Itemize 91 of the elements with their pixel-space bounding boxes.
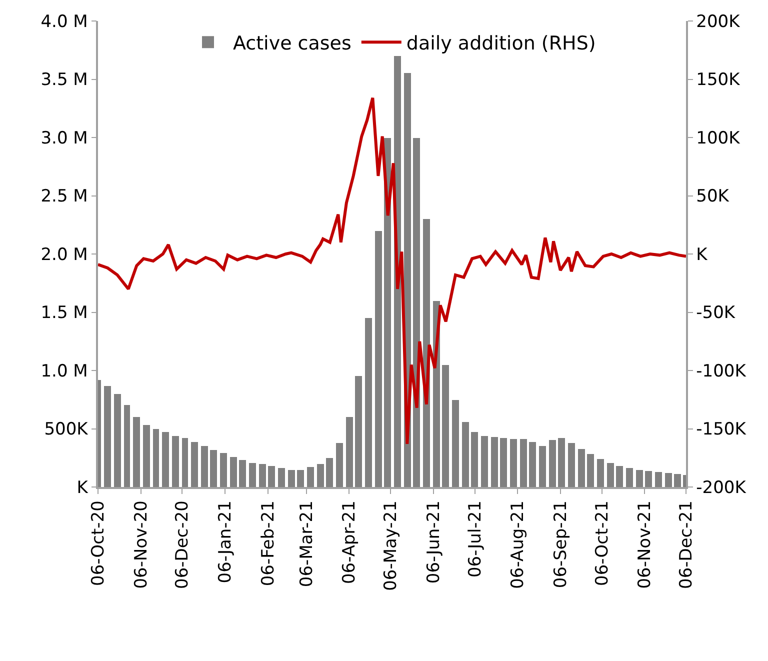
bar [210, 450, 217, 487]
bar [307, 467, 314, 487]
x-tick-label: 06-Jul-21 [465, 500, 486, 578]
bar [597, 459, 604, 487]
bar [491, 437, 498, 487]
legend-label: Active cases [233, 32, 352, 55]
x-tick-label: 06-Mar-21 [296, 500, 317, 588]
bar [587, 454, 594, 487]
x-tick-label: 06-May-21 [381, 500, 402, 591]
x-tick-label: 06-Aug-21 [508, 500, 528, 589]
bar [607, 463, 614, 487]
bar [317, 464, 324, 487]
bar [558, 438, 565, 487]
bar [674, 474, 681, 487]
bar [510, 439, 517, 487]
legend-label: daily addition (RHS) [406, 32, 596, 55]
bar [220, 453, 227, 487]
y2-tick-label: 100K [696, 128, 741, 148]
bar [336, 443, 343, 487]
y-tick-label: 2.0 M [40, 244, 88, 265]
y-tick-label: 1.5 M [40, 303, 88, 324]
x-tick-label: 06-Jun-21 [424, 500, 444, 584]
bar [172, 436, 179, 487]
bar [568, 443, 575, 487]
y2-tick-label: K [696, 244, 708, 265]
y-tick-label: 2.5 M [40, 186, 88, 207]
bar [655, 472, 662, 487]
x-tick-label: 06-Sep-21 [550, 500, 571, 588]
bar [326, 458, 333, 487]
bar [104, 386, 111, 487]
bar [645, 471, 652, 487]
bar [665, 473, 672, 487]
bar [133, 417, 140, 487]
bar [259, 464, 266, 487]
bar [124, 405, 130, 487]
bar [201, 446, 208, 487]
bar [616, 466, 623, 487]
bar [346, 417, 353, 487]
bar [239, 460, 246, 487]
bar [626, 468, 633, 487]
x-tick-label: 06-Nov-21 [635, 500, 656, 589]
y-tick-label: 1.0 M [40, 361, 88, 382]
y2-tick-label: -200K [696, 478, 747, 498]
y-tick-label: K [76, 478, 89, 498]
bar [249, 463, 256, 487]
y2-tick-label: 200K [696, 12, 741, 32]
y2-tick-label: 50K [696, 186, 730, 207]
bar [365, 318, 372, 487]
bar [288, 470, 295, 487]
bar [481, 436, 488, 487]
bar [278, 468, 285, 487]
y-tick-label: 3.0 M [40, 128, 88, 148]
x-tick-label: 06-Dec-21 [676, 500, 697, 589]
y-tick-label: 3.5 M [40, 70, 88, 90]
bar [471, 432, 478, 487]
bar [182, 438, 188, 487]
bar [442, 365, 449, 487]
bar [500, 438, 507, 487]
x-tick-label: 06-Oct-21 [592, 500, 612, 586]
x-tick-label: 06-Jan-21 [216, 500, 236, 584]
bar [539, 446, 546, 487]
bar [384, 138, 391, 487]
x-tick-label: 06-Apr-21 [340, 500, 360, 584]
y2-tick-label: -100K [696, 361, 747, 382]
bar [375, 231, 382, 487]
bar [529, 442, 536, 487]
x-tick-label: 06-Feb-21 [258, 500, 278, 586]
y2-tick-label: -50K [696, 303, 736, 324]
bar [143, 425, 150, 487]
bar [191, 442, 198, 487]
line-series [98, 96, 686, 446]
bar [162, 432, 169, 487]
bar [230, 457, 237, 487]
y-tick-label: 4.0 M [40, 12, 88, 32]
y2-tick-label: 150K [696, 70, 741, 90]
bar [636, 470, 643, 487]
bar [297, 470, 304, 487]
x-tick-label: 06-Dec-20 [172, 500, 193, 589]
bar [355, 376, 362, 487]
bar [462, 422, 469, 487]
y2-tick-label: -150K [696, 420, 747, 440]
x-tick-label: 06-Nov-20 [131, 500, 152, 589]
bar [153, 429, 159, 487]
bar [578, 449, 585, 487]
bar [549, 440, 556, 487]
bar [268, 466, 275, 487]
x-tick-label: 06-Oct-20 [88, 500, 109, 586]
bar [520, 439, 527, 487]
bar [114, 394, 121, 487]
bar [452, 400, 459, 487]
y-tick-label: 500K [44, 420, 89, 440]
